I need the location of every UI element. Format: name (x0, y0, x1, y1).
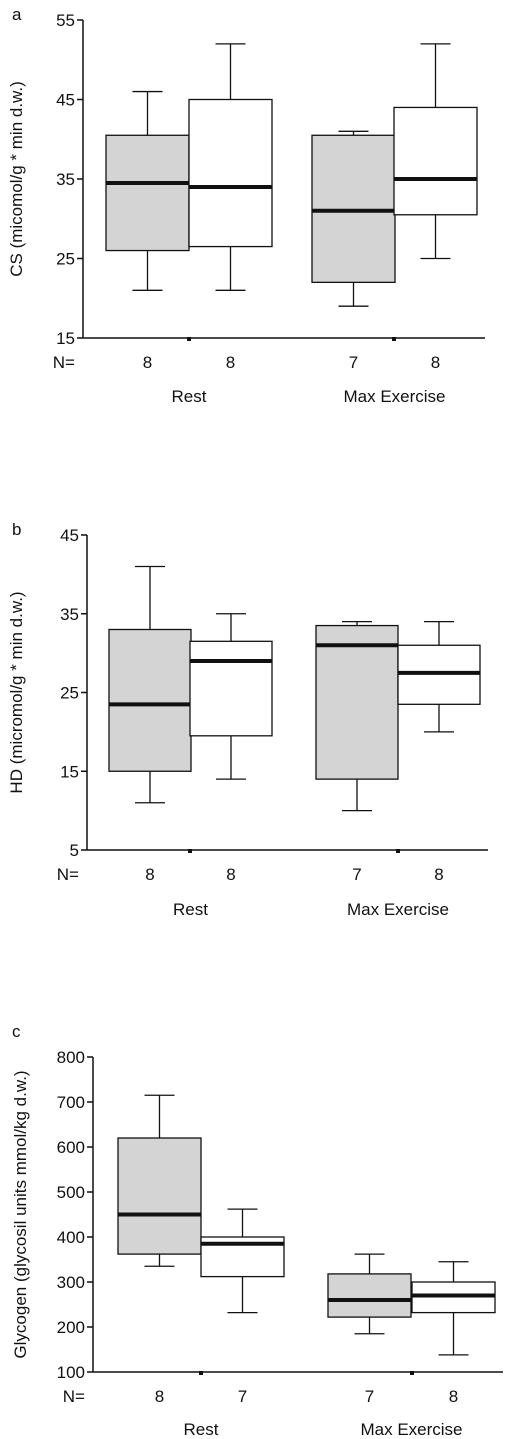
y-tick-label: 300 (57, 1273, 85, 1292)
y-tick-label: 35 (56, 170, 75, 189)
n-count: 7 (238, 1387, 247, 1406)
box-4: 8 (397, 620, 481, 884)
y-axis-title: HD (micromol/g * min d.w.) (7, 591, 26, 793)
x-group-tick (392, 337, 396, 341)
n-label: N= (57, 865, 79, 884)
y-tick-label: 15 (60, 762, 79, 781)
box-iqr (189, 640, 273, 737)
y-tick-label: 15 (56, 329, 75, 348)
n-count: 8 (226, 353, 235, 372)
box-2: 8 (188, 43, 273, 372)
panel-c: c 100 200 300 400 500 600 700 800 Glycogen (glyco… (11, 1022, 503, 1439)
n-label: N= (63, 1387, 85, 1406)
n-count: 7 (352, 865, 361, 884)
box-iqr (117, 1137, 202, 1255)
y-tick-label: 800 (57, 1048, 85, 1067)
x-group-tick (410, 1371, 414, 1375)
box-3: 7 (315, 620, 399, 884)
x-group-tick (188, 849, 192, 853)
box-iqr (108, 628, 192, 772)
box-iqr (105, 134, 190, 252)
n-count: 8 (449, 1387, 458, 1406)
y-tick-label: 25 (60, 684, 79, 703)
y-tick-label: 200 (57, 1318, 85, 1337)
y-tick-label: 25 (56, 250, 75, 269)
x-group-tick (396, 849, 400, 853)
n-count: 7 (349, 353, 358, 372)
box-2: 7 (200, 1208, 285, 1406)
n-count: 8 (155, 1387, 164, 1406)
y-tick-label: 700 (57, 1093, 85, 1112)
panel-letter: a (12, 5, 22, 24)
box-iqr (393, 106, 478, 216)
x-category-label: Max Exercise (347, 900, 449, 919)
y-tick-label: 400 (57, 1228, 85, 1247)
x-category-label: Max Exercise (360, 1420, 462, 1439)
y-axis-title: Glycogen (glycosil units mmol/kg d.w.) (11, 1070, 30, 1358)
n-count: 8 (226, 865, 235, 884)
y-tick-label: 45 (56, 91, 75, 110)
x-category-label: Max Exercise (343, 387, 445, 406)
box-4: 8 (393, 43, 478, 372)
n-label: N= (53, 353, 75, 372)
box-1: 8 (117, 1094, 202, 1406)
panel-letter: b (12, 520, 21, 539)
y-tick-label: 5 (70, 841, 79, 860)
panel-a: a 15 25 35 45 55 CS (micomol/g * min d.w.) N= 8 8… (7, 5, 485, 406)
panel-letter: c (12, 1022, 21, 1041)
x-group-tick (187, 337, 191, 341)
n-count: 8 (431, 353, 440, 372)
box-1: 8 (105, 90, 190, 372)
n-count: 8 (434, 865, 443, 884)
x-category-label: Rest (172, 387, 207, 406)
x-group-tick (199, 1371, 203, 1375)
box-iqr (188, 98, 273, 248)
box-4: 8 (411, 1261, 496, 1406)
n-count: 8 (143, 353, 152, 372)
y-tick-label: 100 (57, 1363, 85, 1382)
n-count: 7 (365, 1387, 374, 1406)
box-iqr (327, 1273, 412, 1318)
y-tick-label: 600 (57, 1138, 85, 1157)
x-category-label: Rest (184, 1420, 219, 1439)
box-3: 7 (311, 130, 396, 372)
y-tick-label: 35 (60, 605, 79, 624)
box-2: 8 (189, 613, 273, 884)
box-1: 8 (108, 565, 192, 884)
y-axis-title: CS (micomol/g * min d.w.) (7, 81, 26, 277)
y-tick-label: 500 (57, 1183, 85, 1202)
box-3: 7 (327, 1253, 412, 1406)
y-tick-label: 45 (60, 526, 79, 545)
box-iqr (315, 624, 399, 780)
x-category-label: Rest (173, 900, 208, 919)
y-tick-label: 55 (56, 11, 75, 30)
panel-b: b 5 15 25 35 45 HD (micromol/g * min d.w.) N= 8 8… (7, 520, 488, 919)
n-count: 8 (145, 865, 154, 884)
